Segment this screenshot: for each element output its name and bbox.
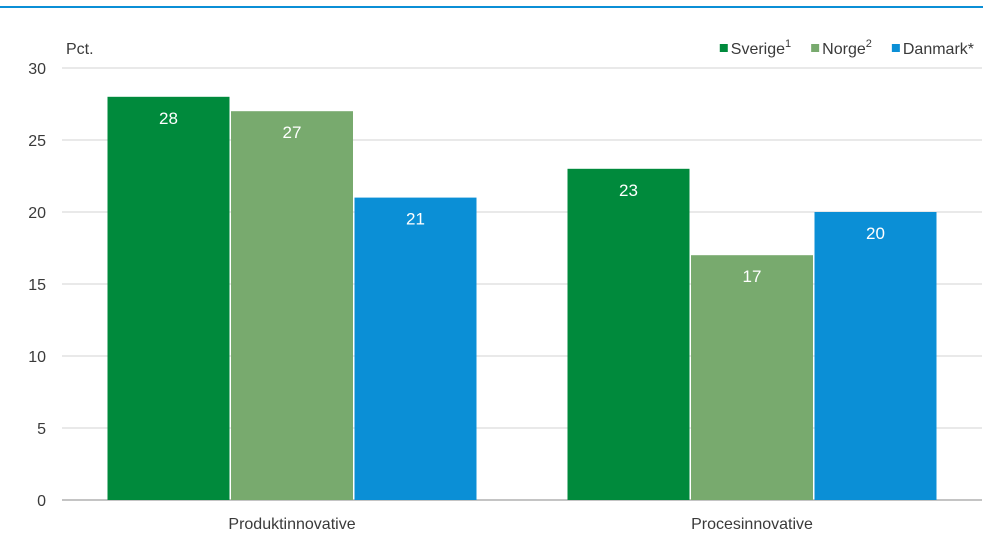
data-labels: 28 27 21 23 17 20 <box>159 109 885 286</box>
legend-superscript: 1 <box>785 38 791 50</box>
bar <box>107 96 230 501</box>
y-tick-label: 5 <box>37 421 46 438</box>
bars <box>107 96 937 501</box>
category-label: Produktinnovative <box>228 516 355 533</box>
y-tick-label: 30 <box>28 61 46 78</box>
legend-superscript: 2 <box>866 38 872 50</box>
legend-item: Sverige1 <box>719 38 791 58</box>
y-tick-label: 0 <box>37 493 46 510</box>
data-label: 17 <box>743 267 762 286</box>
y-tick-label: 20 <box>28 205 46 222</box>
legend-label: Sverige1 <box>731 38 791 58</box>
y-tick-label: 25 <box>28 133 46 150</box>
y-tick-label: 15 <box>28 277 46 294</box>
bar <box>814 212 937 500</box>
legend-item: Norge2 <box>811 38 872 58</box>
category-label: Procesinnovative <box>691 516 813 533</box>
bar <box>354 197 477 500</box>
data-label: 23 <box>619 181 638 200</box>
legend-swatch <box>891 44 900 52</box>
top-accent-rule <box>0 6 983 8</box>
y-axis: 0 5 10 15 20 25 30 <box>28 61 46 510</box>
legend: Sverige1 Norge2 Danmark* <box>719 38 974 58</box>
legend-label: Norge2 <box>822 38 872 58</box>
data-label: 28 <box>159 109 178 128</box>
legend-swatch <box>811 44 820 52</box>
data-label: 21 <box>406 210 425 229</box>
legend-swatch <box>719 44 728 52</box>
data-label: 27 <box>283 123 302 142</box>
bar <box>691 255 813 500</box>
data-label: 20 <box>866 224 885 243</box>
y-unit-label: Pct. <box>66 41 94 58</box>
legend-label: Danmark* <box>903 41 974 58</box>
y-tick-label: 10 <box>28 349 46 366</box>
legend-item: Danmark* <box>891 41 974 58</box>
x-axis: Produktinnovative Procesinnovative <box>228 516 813 533</box>
bar <box>231 111 353 500</box>
bar <box>567 168 690 501</box>
